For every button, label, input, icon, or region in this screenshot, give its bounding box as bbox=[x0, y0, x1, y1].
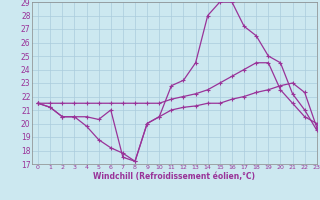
X-axis label: Windchill (Refroidissement éolien,°C): Windchill (Refroidissement éolien,°C) bbox=[93, 172, 255, 181]
